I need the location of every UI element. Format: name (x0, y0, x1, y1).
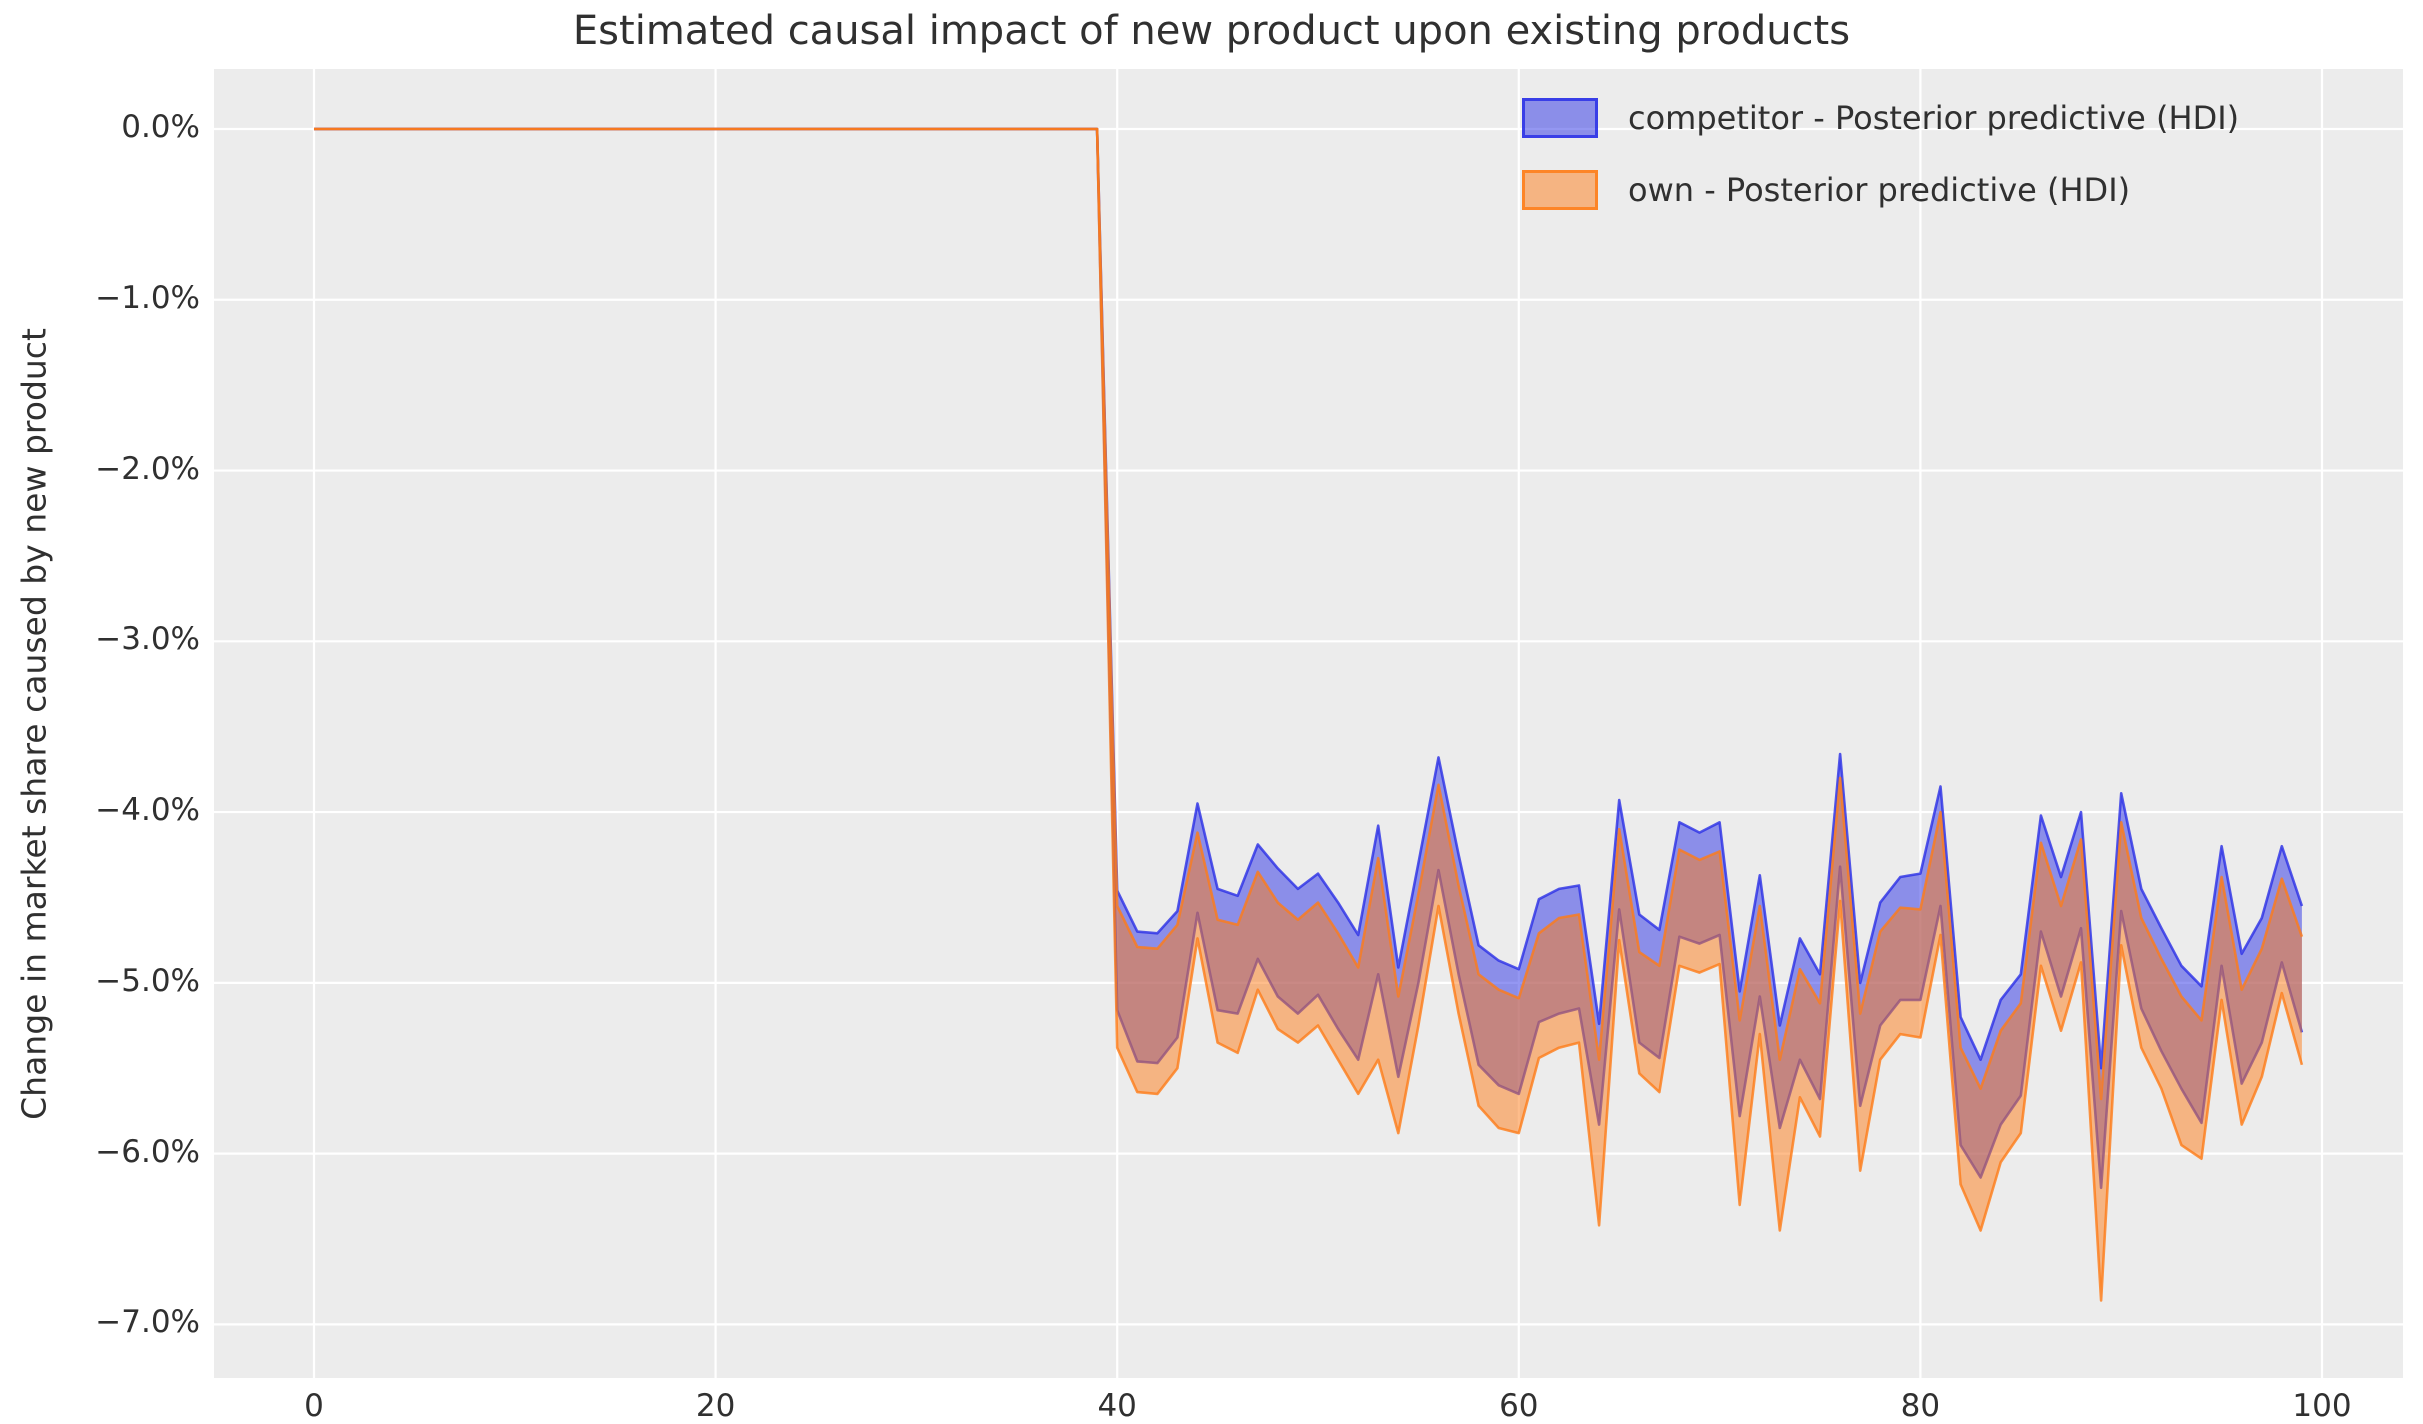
legend-item-own: own - Posterior predictive (HDI) (1522, 168, 2239, 212)
chart-title: Estimated causal impact of new product u… (572, 8, 1851, 54)
legend: competitor - Posterior predictive (HDI) o… (1522, 96, 2239, 240)
y-tick-label: 0.0% (121, 109, 200, 145)
y-tick-label: −1.0% (95, 279, 200, 316)
y-tick-label: −6.0% (95, 1133, 200, 1170)
hdi-lower-edge-own (314, 127, 2304, 1302)
y-tick-label: −3.0% (95, 621, 200, 658)
y-tick-label: −7.0% (95, 1304, 200, 1341)
plot-background (214, 69, 2403, 1378)
hdi-band-own (314, 129, 2302, 1301)
x-tick-label: 0 (304, 1388, 324, 1424)
x-tick-label: 60 (1499, 1388, 1539, 1424)
y-tick-label: −4.0% (95, 792, 200, 829)
y-tick-label: −5.0% (95, 962, 200, 999)
legend-item-competitor: competitor - Posterior predictive (HDI) (1522, 96, 2239, 140)
y-tick-label: −2.0% (95, 450, 200, 487)
x-tick-label: 100 (2292, 1388, 2352, 1424)
legend-label-competitor: competitor - Posterior predictive (HDI) (1628, 99, 2240, 137)
x-tick-label: 20 (695, 1388, 736, 1424)
legend-label-own: own - Posterior predictive (HDI) (1628, 171, 2131, 209)
legend-swatch-own-icon (1522, 170, 1598, 210)
x-tick-label: 80 (1900, 1388, 1941, 1424)
y-axis-label: Change in market share caused by new pro… (14, 328, 54, 1120)
legend-swatch-competitor-icon (1522, 98, 1598, 138)
x-tick-label: 40 (1097, 1388, 1137, 1424)
